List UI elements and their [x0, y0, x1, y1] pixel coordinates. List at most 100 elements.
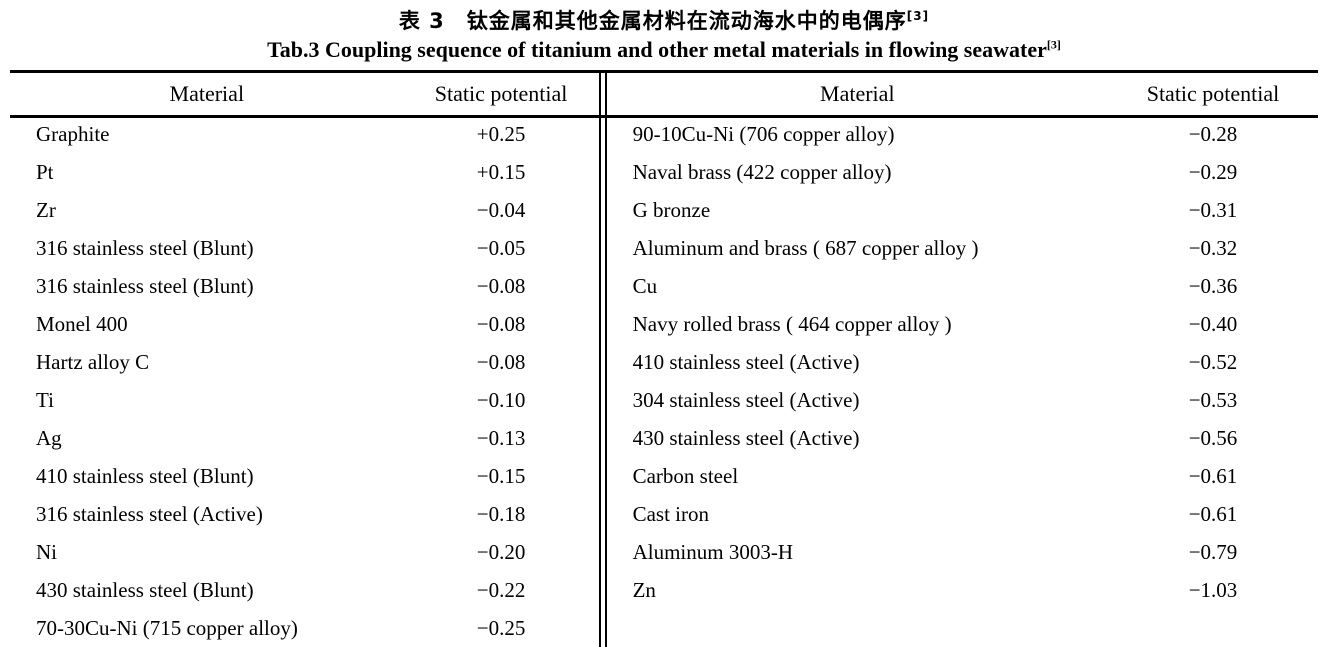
column-header-material: Material: [169, 81, 245, 106]
table-body-left: Graphite +0.25 Pt +0.15 Zr −0.04 316 sta…: [10, 115, 599, 647]
table-row: Zr −0.04: [10, 191, 599, 229]
potential-cell: +0.25: [476, 121, 526, 146]
material-cell: Aluminum and brass ( 687 copper alloy ): [632, 235, 979, 260]
potential-cell: −0.61: [1188, 501, 1238, 526]
table-row: 316 stainless steel (Blunt) −0.08: [10, 267, 599, 305]
table-row: Navy rolled brass ( 464 copper alloy ) −…: [607, 305, 1318, 343]
potential-cell: −0.04: [476, 197, 526, 222]
table-title-chinese: 表 3 钛金属和其他金属材料在流动海水中的电偶序[3]: [10, 8, 1318, 34]
table-row: 410 stainless steel (Active) −0.52: [607, 343, 1318, 381]
column-header-material: Material: [820, 81, 895, 106]
table-row: 90-10Cu-Ni (706 copper alloy) −0.28: [607, 115, 1318, 153]
potential-cell: −0.53: [1188, 387, 1238, 412]
paper-table-page: 表 3 钛金属和其他金属材料在流动海水中的电偶序[3] Tab.3 Coupli…: [10, 0, 1318, 647]
potential-cell: −1.03: [1188, 577, 1238, 602]
material-cell: Ti: [36, 387, 54, 412]
material-cell: Cast iron: [632, 501, 710, 526]
potential-cell: −0.05: [476, 235, 526, 260]
table-row: Naval brass (422 copper alloy) −0.29: [607, 153, 1318, 191]
table-row: Ag −0.13: [10, 419, 599, 457]
material-cell: Cu: [632, 273, 658, 298]
material-cell: G bronze: [632, 197, 711, 222]
table-right-half: Material Static potential 90-10Cu-Ni (70…: [607, 73, 1318, 647]
table-header-right: Material Static potential: [607, 73, 1318, 115]
table-left-half: Material Static potential Graphite +0.25…: [10, 73, 599, 647]
material-cell: 430 stainless steel (Blunt): [36, 577, 254, 602]
material-cell: 410 stainless steel (Active): [632, 349, 860, 374]
material-cell: Carbon steel: [632, 463, 739, 488]
material-cell: Zr: [36, 197, 56, 222]
table-row: Cu −0.36: [607, 267, 1318, 305]
material-cell: 316 stainless steel (Blunt): [36, 273, 254, 298]
potential-cell: −0.13: [476, 425, 526, 450]
table-row: Graphite +0.25: [10, 115, 599, 153]
table-row: 316 stainless steel (Blunt) −0.05: [10, 229, 599, 267]
column-header-static-potential: Static potential: [1146, 81, 1280, 106]
table-row: Aluminum 3003-H −0.79: [607, 533, 1318, 571]
header-separator-rule: [10, 115, 1318, 118]
table-row: Ti −0.10: [10, 381, 599, 419]
table-title-english: Tab.3 Coupling sequence of titanium and …: [10, 36, 1318, 64]
citation-ref-en: [3]: [1046, 37, 1061, 52]
material-cell: Aluminum 3003-H: [632, 539, 794, 564]
table-row: 70-30Cu-Ni (715 copper alloy) −0.25: [10, 609, 599, 647]
table-row: G bronze −0.31: [607, 191, 1318, 229]
potential-cell: −0.79: [1188, 539, 1238, 564]
material-cell: 316 stainless steel (Active): [36, 501, 263, 526]
material-cell: Graphite: [36, 121, 110, 146]
potential-cell: −0.32: [1188, 235, 1238, 260]
potential-cell: −0.22: [476, 577, 526, 602]
potential-cell: −0.36: [1188, 273, 1238, 298]
material-cell: Pt: [36, 159, 54, 184]
material-cell: Ag: [36, 425, 62, 450]
material-cell: Monel 400: [36, 311, 128, 336]
potential-cell: −0.52: [1188, 349, 1238, 374]
potential-cell: −0.20: [476, 539, 526, 564]
material-cell: 90-10Cu-Ni (706 copper alloy): [632, 121, 895, 146]
table-body-right: 90-10Cu-Ni (706 copper alloy) −0.28 Nava…: [607, 115, 1318, 609]
potential-cell: −0.29: [1188, 159, 1238, 184]
potential-cell: −0.08: [476, 349, 526, 374]
potential-cell: −0.56: [1188, 425, 1238, 450]
table-row: 316 stainless steel (Active) −0.18: [10, 495, 599, 533]
potential-cell: −0.40: [1188, 311, 1238, 336]
potential-cell: −0.15: [476, 463, 526, 488]
double-rule-divider: [598, 73, 607, 647]
material-cell: 410 stainless steel (Blunt): [36, 463, 254, 488]
material-cell: Navy rolled brass ( 464 copper alloy ): [632, 311, 952, 336]
potential-cell: −0.28: [1188, 121, 1238, 146]
table-row: Ni −0.20: [10, 533, 599, 571]
potential-cell: +0.15: [476, 159, 526, 184]
table-header-left: Material Static potential: [10, 73, 599, 115]
column-header-static-potential: Static potential: [434, 81, 568, 106]
material-cell: 316 stainless steel (Blunt): [36, 235, 254, 260]
potential-cell: −0.61: [1188, 463, 1238, 488]
citation-ref-zh: [3]: [906, 9, 930, 23]
table-title-chinese-text: 表 3 钛金属和其他金属材料在流动海水中的电偶序: [398, 9, 907, 33]
table-row: 430 stainless steel (Active) −0.56: [607, 419, 1318, 457]
material-cell: 304 stainless steel (Active): [632, 387, 860, 412]
table-row: 430 stainless steel (Blunt) −0.22: [10, 571, 599, 609]
potential-cell: −0.08: [476, 311, 526, 336]
table-row: Cast iron −0.61: [607, 495, 1318, 533]
material-cell: Naval brass (422 copper alloy): [632, 159, 892, 184]
table-row: 410 stainless steel (Blunt) −0.15: [10, 457, 599, 495]
potential-cell: −0.08: [476, 273, 526, 298]
potential-cell: −0.10: [476, 387, 526, 412]
table-row: Hartz alloy C −0.08: [10, 343, 599, 381]
material-cell: Hartz alloy C: [36, 349, 150, 374]
table-row: Zn −1.03: [607, 571, 1318, 609]
material-cell: 70-30Cu-Ni (715 copper alloy): [36, 615, 298, 640]
potential-cell: −0.18: [476, 501, 526, 526]
material-cell: Ni: [36, 539, 57, 564]
table-title-english-text: Tab.3 Coupling sequence of titanium and …: [267, 37, 1047, 62]
table-row: Carbon steel −0.61: [607, 457, 1318, 495]
coupling-sequence-table: Material Static potential Graphite +0.25…: [10, 70, 1318, 647]
potential-cell: −0.25: [476, 615, 526, 640]
table-row: Monel 400 −0.08: [10, 305, 599, 343]
potential-cell: −0.31: [1188, 197, 1238, 222]
table-row: 304 stainless steel (Active) −0.53: [607, 381, 1318, 419]
material-cell: 430 stainless steel (Active): [632, 425, 860, 450]
table-row: Aluminum and brass ( 687 copper alloy ) …: [607, 229, 1318, 267]
table-row: Pt +0.15: [10, 153, 599, 191]
